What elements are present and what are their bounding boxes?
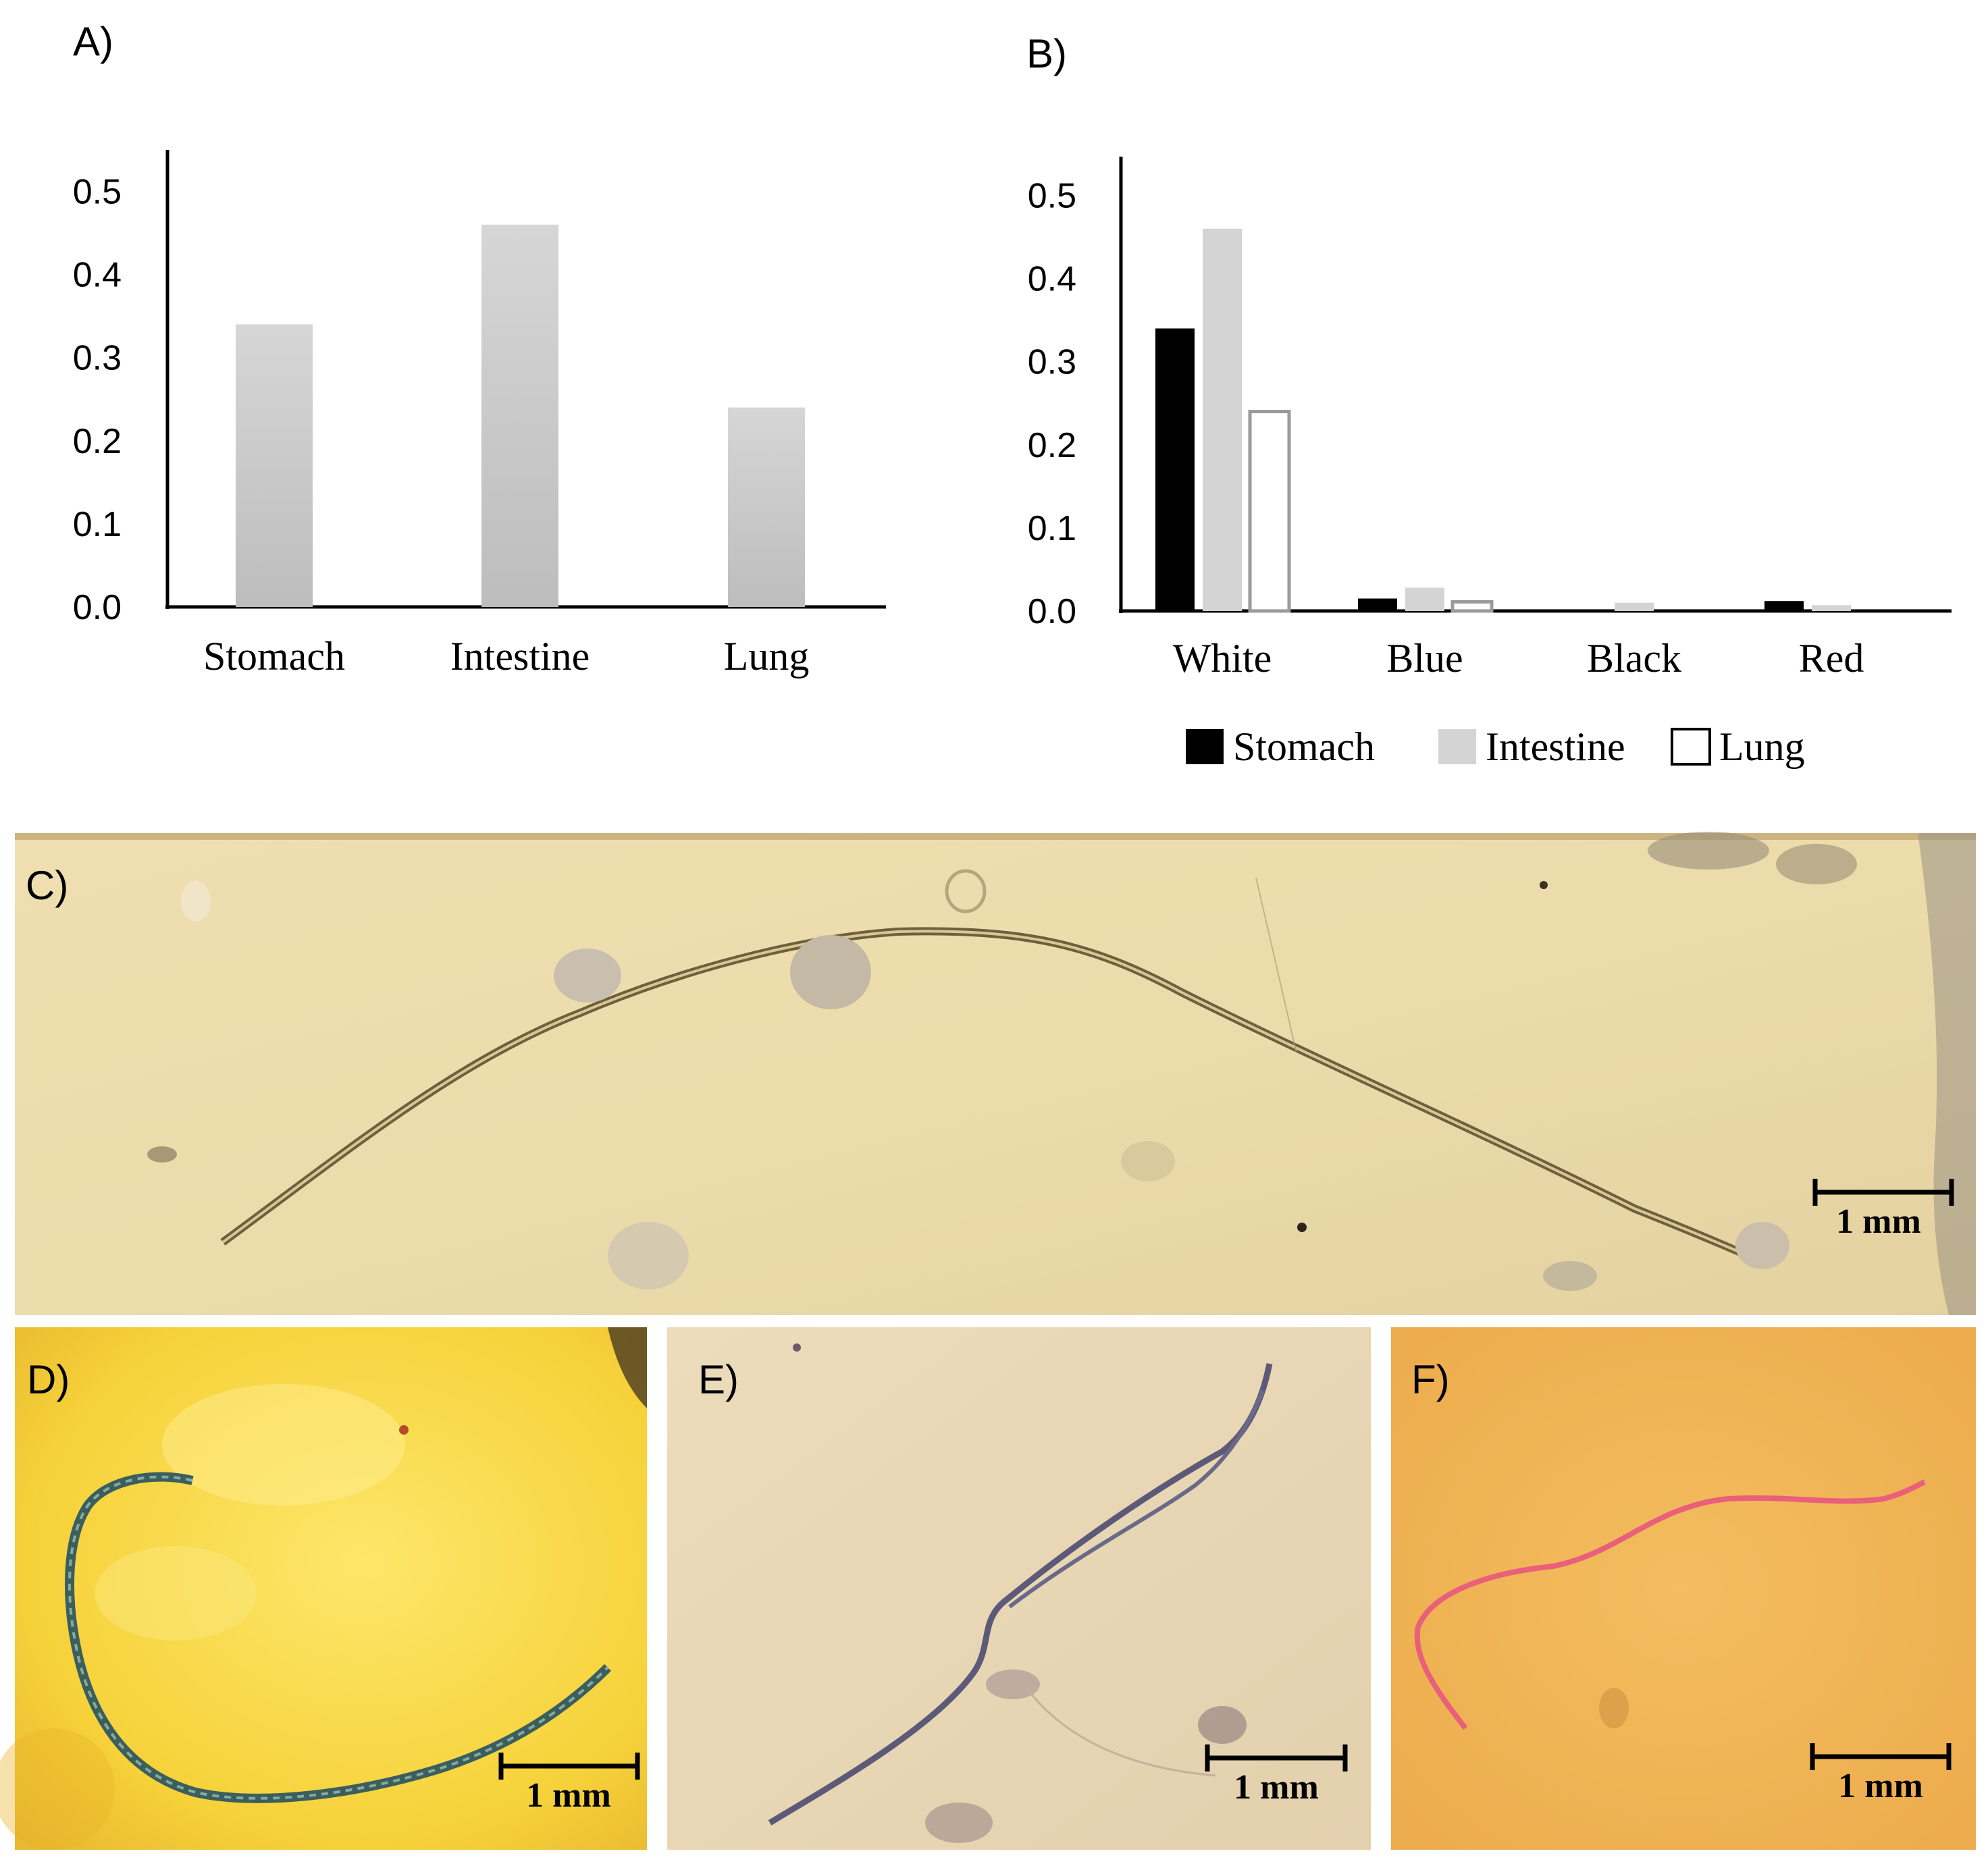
chart-b-legend-label-intestine: Intestine <box>1486 724 1625 769</box>
chart-a-y-tick-label: 0.2 <box>73 422 122 461</box>
scale-bar-e: 1 mm <box>1205 1744 1348 1807</box>
fiber-e <box>768 1363 1273 1825</box>
micrograph-d: D) 1 mm <box>0 1327 647 1850</box>
chart-b-x-tick-label: Red <box>1799 636 1864 681</box>
chart-b-legend: Stomach Intestine Lung <box>1186 724 1805 769</box>
chart-b: 0.0 0.1 0.2 0.3 0.4 0.5 White Blue Black Red Sto… <box>1028 157 1952 769</box>
panel-label-d: D) <box>27 1357 70 1402</box>
chart-b-legend-swatch-stomach <box>1186 729 1224 764</box>
chart-a-y-tick-label: 0.4 <box>73 256 122 295</box>
scale-bar-f: 1 mm <box>1810 1743 1952 1805</box>
chart-b-bar-lung <box>1450 599 1494 613</box>
chart-b-x-tick-label: White <box>1173 636 1272 681</box>
micrograph-c: C) 1 mm <box>15 832 1976 1315</box>
chart-b-bar-intestine <box>1203 228 1242 611</box>
chart-a: 0.0 0.1 0.2 0.3 0.4 0.5 Stomach Intestine Lung <box>73 150 886 678</box>
chart-a-y-tick-label: 0.3 <box>73 339 122 378</box>
chart-b-bar-intestine <box>1812 605 1851 611</box>
chart-b-bar-stomach <box>1764 601 1804 611</box>
chart-a-y-tick-label: 0.5 <box>73 173 122 212</box>
panel-label-b: B) <box>1026 31 1067 76</box>
chart-b-y-tick-label: 0.3 <box>1028 343 1076 382</box>
scale-bar-d-label: 1 mm <box>526 1776 611 1815</box>
scale-bar-c: 1 mm <box>1812 1179 1954 1241</box>
micrograph-e: E) 1 mm <box>667 1327 1371 1850</box>
chart-a-bar <box>236 324 313 607</box>
chart-a-y-tick-label: 0.0 <box>73 588 122 627</box>
chart-b-y-tick-labels: 0.0 0.1 0.2 0.3 0.4 0.5 <box>1028 177 1076 631</box>
chart-b-bar-stomach <box>1155 328 1195 611</box>
chart-a-x-tick-labels: Stomach Intestine Lung <box>203 634 809 678</box>
chart-b-legend-swatch-lung <box>1671 728 1711 766</box>
micrograph-f: F) 1 mm <box>1391 1327 1976 1850</box>
chart-b-y-tick-label: 0.4 <box>1028 260 1076 299</box>
chart-a-x-tick-label: Lung <box>724 634 810 678</box>
scale-bar-c-label: 1 mm <box>1836 1202 1921 1241</box>
chart-a-x-tick-label: Intestine <box>450 634 590 678</box>
panel-label-f: F) <box>1411 1357 1450 1402</box>
chart-a-y-tick-label: 0.1 <box>73 505 122 544</box>
panel-label-c: C) <box>26 863 68 908</box>
chart-b-x-tick-labels: White Blue Black Red <box>1173 636 1864 681</box>
chart-b-bars <box>1155 228 1851 613</box>
chart-a-bar <box>481 224 558 607</box>
chart-b-bar-lung <box>1248 410 1291 613</box>
chart-b-legend-swatch-intestine <box>1438 729 1476 764</box>
chart-a-bar <box>728 407 805 607</box>
chart-b-legend-label-lung: Lung <box>1719 724 1805 769</box>
chart-b-x-tick-label: Black <box>1587 636 1681 681</box>
chart-b-bar-intestine <box>1615 602 1654 611</box>
chart-b-x-tick-label: Blue <box>1386 636 1463 681</box>
chart-a-y-tick-labels: 0.0 0.1 0.2 0.3 0.4 0.5 <box>73 173 122 627</box>
chart-b-legend-label-stomach: Stomach <box>1233 724 1375 769</box>
chart-a-bars <box>236 224 805 607</box>
chart-a-x-tick-label: Stomach <box>203 634 345 678</box>
chart-b-y-tick-label: 0.5 <box>1028 177 1076 216</box>
scale-bar-d: 1 mm <box>498 1753 640 1815</box>
panel-label-a: A) <box>73 19 113 64</box>
fiber-f <box>1414 1479 1926 1730</box>
scale-bar-e-label: 1 mm <box>1234 1768 1319 1807</box>
chart-b-bar-stomach <box>1358 598 1397 611</box>
chart-b-y-tick-label: 0.1 <box>1028 509 1076 548</box>
scale-bar-f-label: 1 mm <box>1838 1767 1923 1805</box>
panel-label-e: E) <box>698 1357 739 1402</box>
chart-b-y-tick-label: 0.0 <box>1028 592 1076 631</box>
chart-b-bar-intestine <box>1405 587 1444 611</box>
chart-b-y-tick-label: 0.2 <box>1028 426 1076 465</box>
